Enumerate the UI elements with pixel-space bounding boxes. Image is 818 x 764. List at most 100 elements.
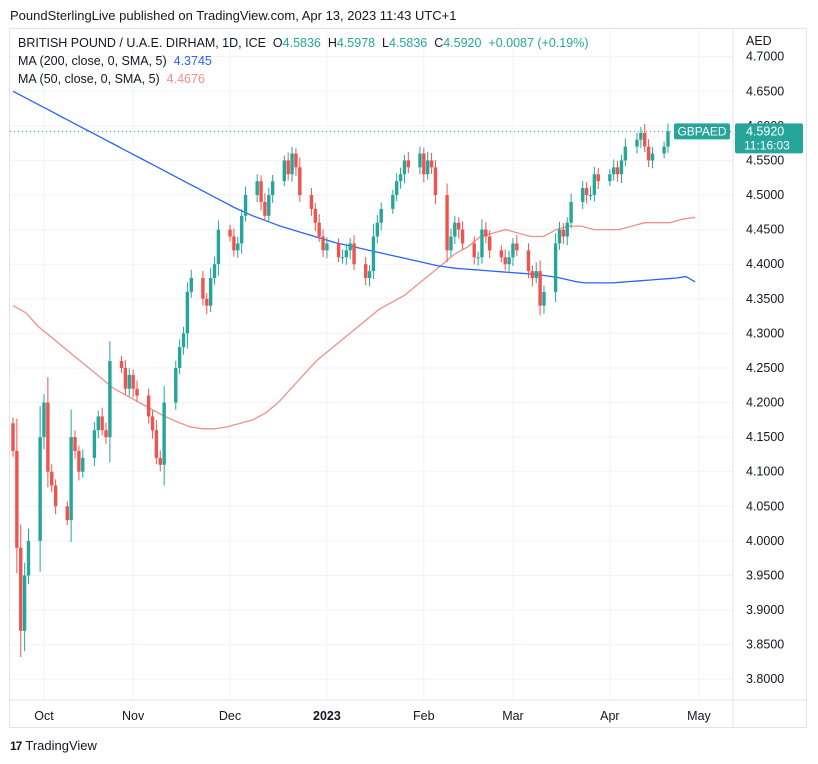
candle-body[interactable] — [371, 236, 376, 272]
candle-body[interactable] — [639, 132, 643, 140]
candle-body[interactable] — [344, 250, 349, 258]
candle-body[interactable] — [38, 437, 42, 541]
candle-body[interactable] — [15, 450, 19, 548]
candle-body[interactable] — [363, 264, 368, 279]
candle-body[interactable] — [259, 181, 263, 202]
candle-body[interactable] — [433, 167, 438, 196]
candle-body[interactable] — [650, 153, 655, 161]
candle-body[interactable] — [298, 167, 302, 196]
candle-body[interactable] — [612, 167, 616, 175]
candle-body[interactable] — [534, 271, 538, 279]
candle-body[interactable] — [394, 181, 399, 196]
candle-body[interactable] — [460, 229, 465, 244]
candle-body[interactable] — [472, 243, 476, 258]
candle-body[interactable] — [19, 547, 23, 631]
candle-body[interactable] — [476, 257, 480, 259]
candle-body[interactable] — [530, 271, 535, 279]
candle-body[interactable] — [313, 208, 318, 223]
candle-body[interactable] — [317, 222, 321, 237]
legend-ma200[interactable]: MA (200, close, 0, SMA, 5) 4.3745 — [18, 54, 212, 68]
candle-body[interactable] — [127, 374, 131, 389]
candle-body[interactable] — [402, 160, 407, 175]
candle-body[interactable] — [557, 229, 562, 244]
candle-body[interactable] — [255, 181, 259, 196]
candle-body[interactable] — [643, 132, 647, 147]
candle-body[interactable] — [50, 471, 54, 486]
candle-body[interactable] — [181, 333, 186, 348]
candle-body[interactable] — [205, 298, 209, 306]
candle-body[interactable] — [146, 395, 151, 417]
candle-body[interactable] — [201, 278, 205, 299]
candle-body[interactable] — [488, 236, 492, 251]
candle-body[interactable] — [65, 506, 69, 521]
candle-body[interactable] — [542, 291, 546, 306]
candle-body[interactable] — [228, 229, 232, 237]
candle-body[interactable] — [336, 243, 341, 258]
candle-body[interactable] — [208, 278, 213, 306]
candle-body[interactable] — [150, 416, 155, 431]
candle-body[interactable] — [515, 243, 519, 251]
candle-body[interactable] — [92, 430, 97, 458]
candle-body[interactable] — [177, 347, 182, 368]
candle-body[interactable] — [135, 388, 139, 396]
candle-body[interactable] — [406, 160, 411, 168]
candle-body[interactable] — [666, 131, 670, 147]
candle-body[interactable] — [22, 575, 27, 631]
candle-body[interactable] — [216, 229, 221, 265]
candle-body[interactable] — [553, 243, 558, 292]
candle-body[interactable] — [263, 201, 267, 216]
candle-body[interactable] — [565, 222, 569, 237]
tradingview-footer[interactable]: 17 TradingView — [10, 738, 97, 753]
candle-body[interactable] — [81, 457, 85, 472]
candle-body[interactable] — [77, 450, 81, 472]
candle-body[interactable] — [243, 195, 248, 216]
candle-body[interactable] — [457, 222, 461, 230]
chart-frame[interactable] — [9, 28, 807, 728]
candle-body[interactable] — [309, 195, 314, 209]
candle-body[interactable] — [379, 208, 383, 223]
candle-body[interactable] — [185, 291, 190, 334]
candle-body[interactable] — [391, 195, 395, 209]
candle-body[interactable] — [46, 402, 50, 472]
legend-ma50[interactable]: MA (50, close, 0, SMA, 5) 4.4676 — [18, 72, 205, 86]
candle-body[interactable] — [398, 174, 403, 182]
candle-body[interactable] — [131, 374, 135, 389]
candle-body[interactable] — [507, 257, 511, 265]
candle-body[interactable] — [581, 188, 585, 202]
candle-body[interactable] — [294, 153, 298, 168]
candle-body[interactable] — [158, 457, 162, 465]
candle-body[interactable] — [119, 361, 124, 368]
symbol-tag[interactable] — [674, 123, 730, 140]
candle-body[interactable] — [484, 229, 488, 237]
candle-body[interactable] — [26, 540, 31, 576]
candle-body[interactable] — [267, 195, 271, 216]
candle-body[interactable] — [162, 402, 166, 465]
candle-body[interactable] — [236, 243, 240, 251]
candle-body[interactable] — [538, 271, 542, 306]
candle-body[interactable] — [123, 367, 128, 389]
candle-body[interactable] — [646, 146, 651, 161]
candle-body[interactable] — [615, 167, 620, 175]
candle-body[interactable] — [340, 257, 345, 259]
candle-body[interactable] — [286, 160, 290, 175]
candle-body[interactable] — [104, 430, 108, 438]
candle-body[interactable] — [608, 174, 612, 182]
candle-body[interactable] — [418, 153, 422, 168]
candle-body[interactable] — [619, 160, 624, 175]
candle-body[interactable] — [596, 174, 600, 182]
candle-body[interactable] — [73, 437, 77, 451]
candle-body[interactable] — [154, 430, 159, 458]
candle-body[interactable] — [96, 416, 100, 431]
candle-body[interactable] — [239, 215, 244, 244]
candle-body[interactable] — [445, 195, 449, 251]
candle-body[interactable] — [503, 257, 507, 265]
candle-body[interactable] — [290, 153, 294, 175]
candle-body[interactable] — [592, 174, 597, 196]
candle-body[interactable] — [11, 423, 15, 451]
candle-body[interactable] — [425, 160, 430, 175]
candle-body[interactable] — [212, 264, 217, 279]
candle-body[interactable] — [635, 139, 639, 147]
candle-body[interactable] — [108, 361, 112, 438]
candle-body[interactable] — [588, 195, 593, 197]
